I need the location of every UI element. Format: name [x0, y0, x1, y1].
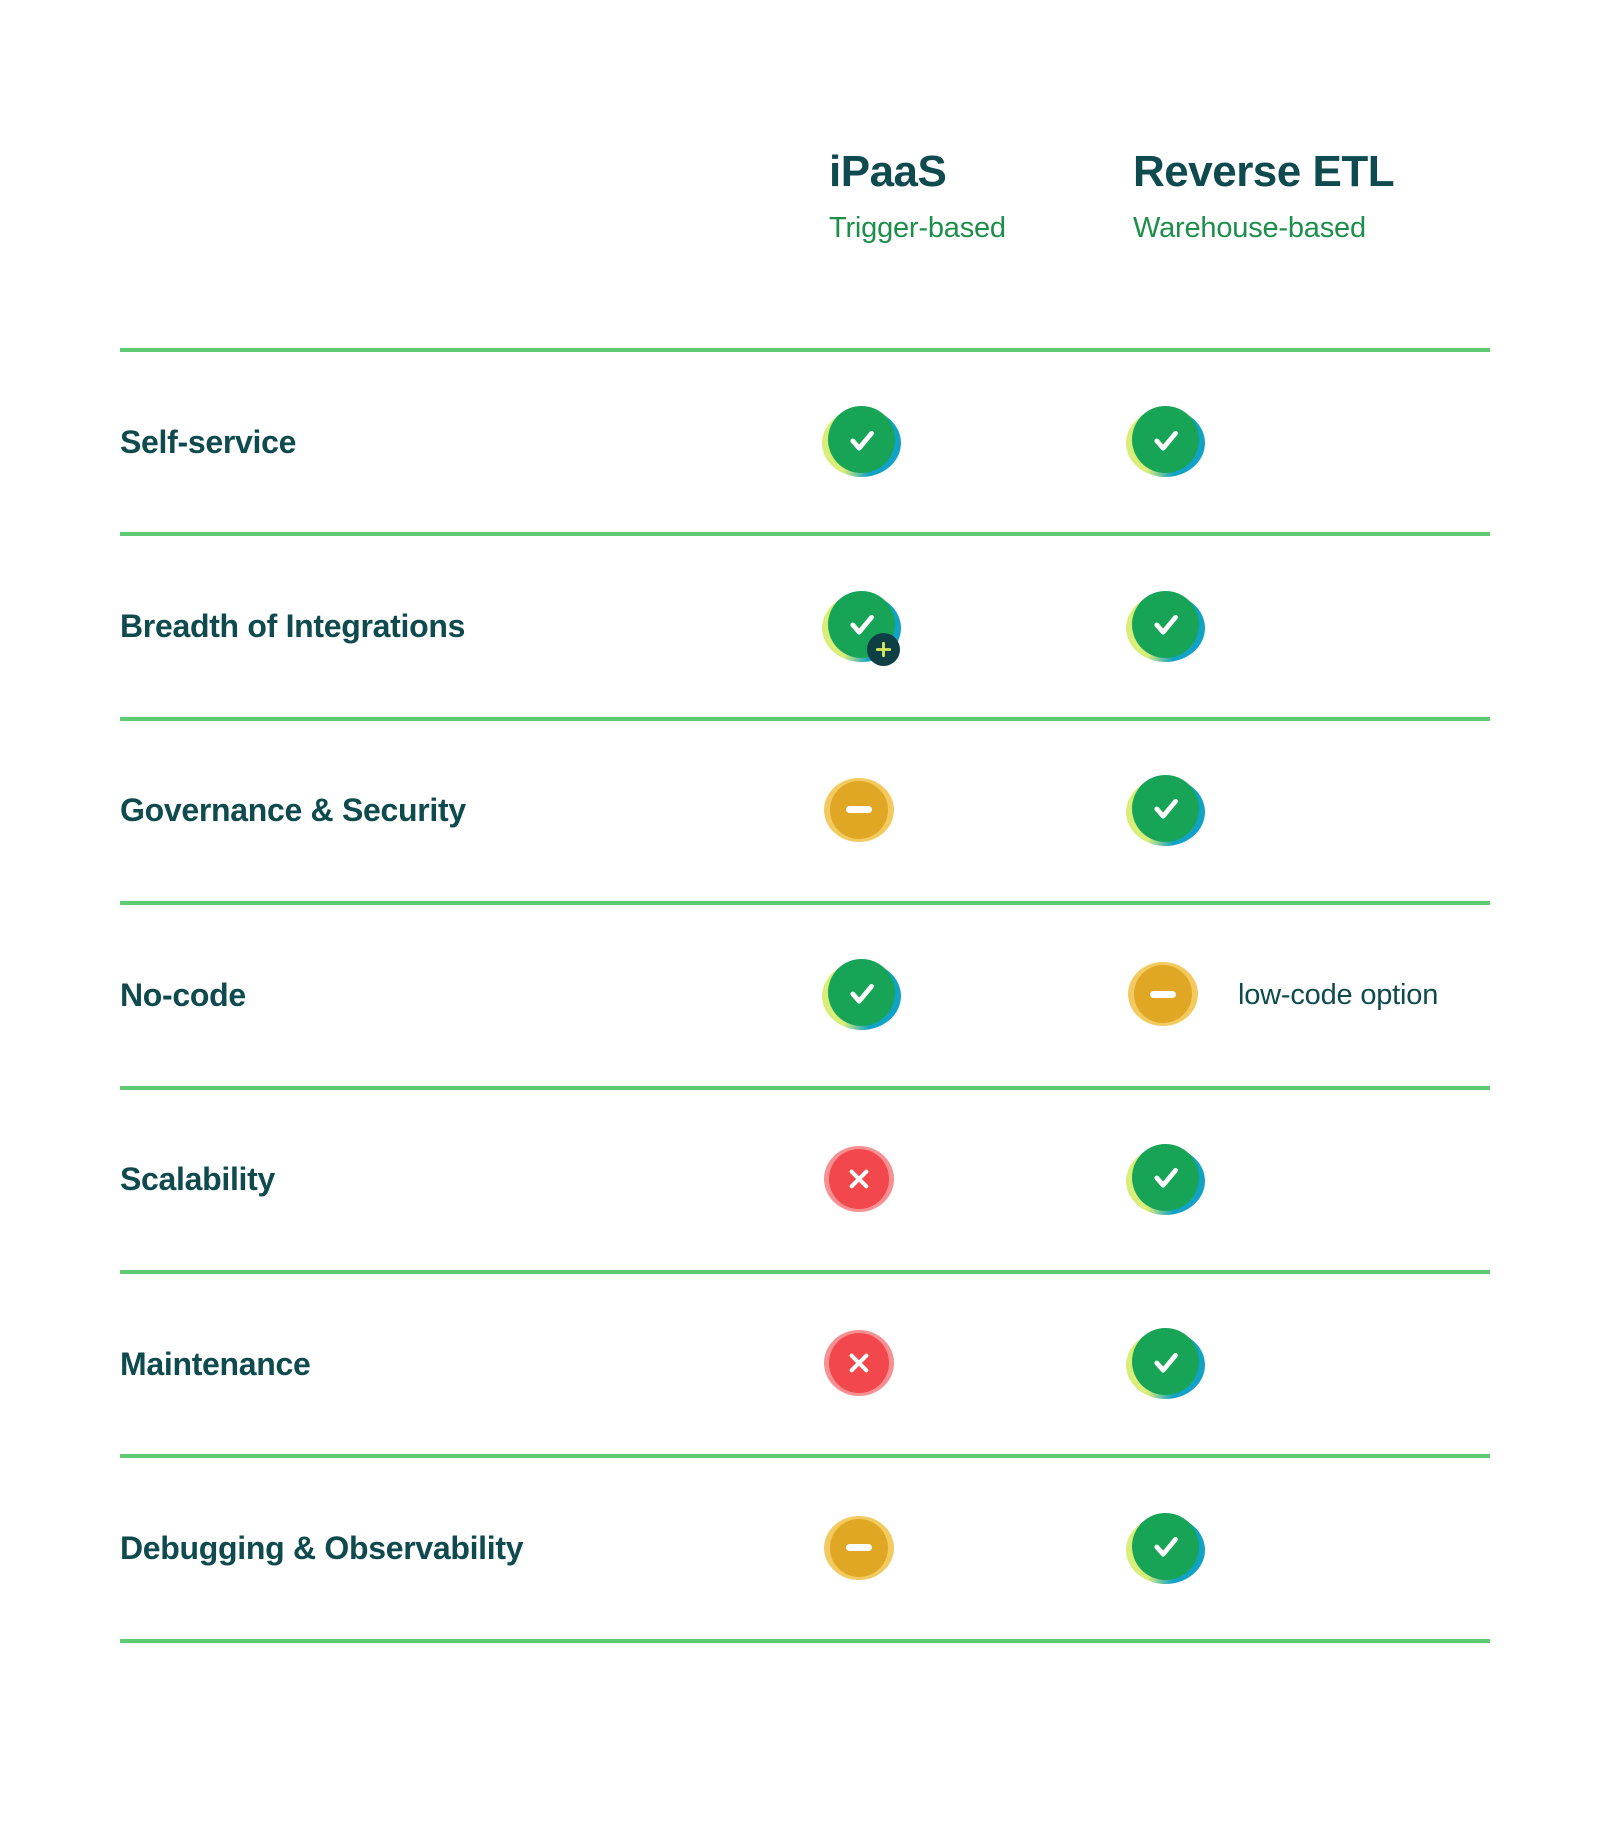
cell-note: low-code option: [1238, 978, 1439, 1011]
cross-icon: [822, 1144, 902, 1216]
row-label: Governance & Security: [120, 792, 466, 829]
column-header-reverse-etl: Reverse ETL Warehouse-based: [1126, 147, 1490, 245]
plus-badge-icon: [867, 632, 900, 666]
cell-ipaas: [822, 1513, 1126, 1585]
cross-icon: [822, 1328, 902, 1400]
cell-reverse-etl: [1126, 590, 1490, 663]
table-row: Breadth of Integrations: [120, 532, 1490, 716]
cell-reverse-etl: [1126, 1143, 1490, 1216]
minus-bar: [846, 806, 872, 814]
table-row: Governance & Security: [120, 716, 1490, 901]
column-title-reverse-etl: Reverse ETL: [1133, 147, 1395, 196]
table-row: Scalability: [120, 1085, 1490, 1270]
cell-ipaas: [822, 1328, 1126, 1400]
minus-icon: [1126, 959, 1206, 1031]
cross-circle: [829, 1333, 889, 1394]
row-label: No-code: [120, 976, 246, 1013]
minus-bar: [846, 1544, 872, 1552]
cell-ipaas: [822, 775, 1126, 847]
check-icon: [1126, 1143, 1206, 1216]
check-circle: [828, 959, 895, 1027]
row-label: Debugging & Observability: [120, 1530, 524, 1567]
cross-circle: [829, 1148, 889, 1209]
row-label: Breadth of Integrations: [120, 608, 466, 645]
check-icon: [822, 406, 902, 478]
minus-circle: [830, 1518, 888, 1577]
row-label: Self-service: [120, 423, 297, 460]
minus-bar: [1150, 990, 1176, 998]
bottom-divider: [120, 1638, 1490, 1643]
table-row: Debugging & Observability: [120, 1454, 1490, 1638]
header-spacer: [120, 148, 822, 245]
column-subtitle-reverse-etl: Warehouse-based: [1133, 212, 1366, 245]
check-icon: [1126, 406, 1206, 478]
minus-icon: [822, 775, 902, 847]
cell-reverse-etl: [1126, 1512, 1490, 1585]
check-circle: [1132, 406, 1199, 474]
row-label: Maintenance: [120, 1345, 311, 1382]
cell-reverse-etl: [1126, 774, 1490, 847]
cell-reverse-etl: [1126, 1328, 1490, 1400]
check-icon: [1126, 1512, 1206, 1585]
check-circle: [1132, 1512, 1199, 1580]
check-plus-icon: [822, 590, 902, 666]
minus-circle: [830, 780, 888, 839]
check-circle: [1132, 774, 1199, 842]
check-icon: [822, 959, 902, 1031]
check-circle: [1132, 590, 1199, 658]
check-icon: [1126, 1328, 1206, 1400]
column-header-ipaas: iPaaS Trigger-based: [822, 147, 1126, 245]
cell-ipaas: [822, 590, 1126, 666]
cell-reverse-etl: [1126, 406, 1490, 478]
check-circle: [1132, 1328, 1199, 1396]
check-icon: [1126, 590, 1206, 663]
table-row: Maintenance: [120, 1269, 1490, 1454]
table-row: No-code low-code option: [120, 901, 1490, 1085]
minus-icon: [822, 1513, 902, 1585]
table-header: iPaaS Trigger-based Reverse ETL Warehous…: [120, 147, 1608, 245]
table-row: Self-service: [120, 348, 1490, 532]
cell-ipaas: [822, 406, 1126, 478]
table-body: Self-service Breadth of Integrations Gov…: [0, 348, 1608, 1643]
cell-reverse-etl: low-code option: [1126, 959, 1490, 1031]
check-circle: [828, 406, 895, 474]
check-icon: [1126, 774, 1206, 847]
cell-ipaas: [822, 1144, 1126, 1216]
row-label: Scalability: [120, 1161, 275, 1198]
minus-circle: [1134, 965, 1192, 1024]
check-circle: [1132, 1143, 1199, 1211]
column-title-ipaas: iPaaS: [829, 147, 947, 196]
cell-ipaas: [822, 959, 1126, 1031]
column-subtitle-ipaas: Trigger-based: [829, 212, 1006, 245]
